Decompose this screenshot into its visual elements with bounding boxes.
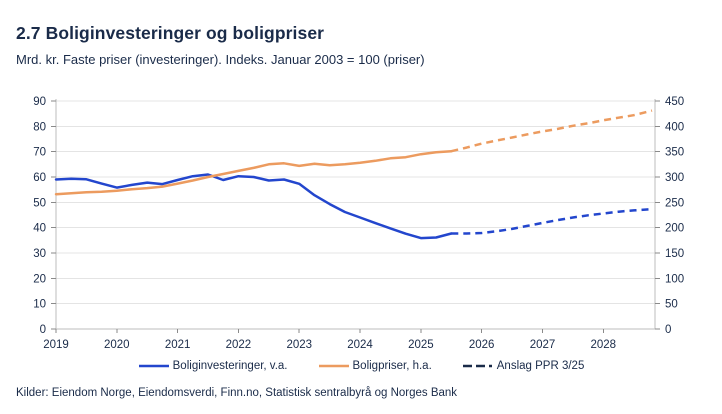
left-axis-tick-label: 10 xyxy=(33,299,46,311)
x-axis-tick-label: 2019 xyxy=(43,339,69,351)
right-axis-tick-label: 350 xyxy=(665,147,684,159)
left-axis-tick-label: 40 xyxy=(33,223,46,235)
left-axis-tick-label: 20 xyxy=(33,273,46,285)
chart-legend: Boliginvesteringer, v.a. Boligpriser, h.… xyxy=(0,357,722,375)
left-axis-tick-label: 70 xyxy=(33,147,46,159)
dashed-line-marker-icon xyxy=(462,364,493,368)
chart-subtitle: Mrd. kr. Faste priser (investeringer). I… xyxy=(16,52,425,67)
legend-item-boligpriser: Boligpriser, h.a. xyxy=(318,360,432,372)
page-title: 2.7 Boliginvesteringer og boligpriser xyxy=(16,23,325,43)
x-axis-tick-label: 2028 xyxy=(591,339,617,351)
right-axis-tick-label: 100 xyxy=(665,273,684,285)
chart-svg: 0 10 20 30 40 50 60 70 80 90 0 50 100 150 200 250 300 350… xyxy=(33,96,684,351)
left-axis-tick-label: 60 xyxy=(33,172,46,184)
x-axis-tick-label: 2023 xyxy=(286,339,312,351)
line-marker-icon xyxy=(318,364,349,368)
left-axis-tick-label: 90 xyxy=(33,96,46,108)
right-axis-tick-label: 50 xyxy=(665,299,678,311)
sources-note: Kilder: Eiendom Norge, Eiendomsverdi, Fi… xyxy=(16,387,458,399)
legend-item-boliginvesteringer: Boliginvesteringer, v.a. xyxy=(138,360,288,372)
right-axis-tick-label: 400 xyxy=(665,121,684,133)
series-line-3-dashed xyxy=(451,109,653,153)
x-axis-tick-label: 2026 xyxy=(469,339,495,351)
legend-label: Boliginvesteringer, v.a. xyxy=(172,360,288,372)
series-line-0-solid xyxy=(54,173,453,240)
right-axis-tick-label: 200 xyxy=(665,223,684,235)
legend-label: Anslag PPR 3/25 xyxy=(496,360,585,372)
x-axis-tick-label: 2022 xyxy=(226,339,252,351)
legend-item-anslag: Anslag PPR 3/25 xyxy=(462,360,585,372)
x-axis-tick-label: 2025 xyxy=(408,339,434,351)
left-axis-tick-label: 30 xyxy=(33,248,46,260)
chart-area: 0 10 20 30 40 50 60 70 80 90 0 50 100 150 200 250 300 350… xyxy=(0,88,722,354)
x-axis-tick-label: 2021 xyxy=(165,339,191,351)
right-axis-tick-label: 250 xyxy=(665,197,684,209)
series-line-2-solid xyxy=(54,149,453,196)
right-axis-tick-label: 0 xyxy=(665,324,671,336)
right-axis-tick-label: 450 xyxy=(665,96,684,108)
left-axis-tick-label: 50 xyxy=(33,197,46,209)
x-axis-tick-label: 2027 xyxy=(530,339,556,351)
line-marker-icon xyxy=(138,364,169,368)
right-axis-tick-label: 150 xyxy=(665,248,684,260)
legend-label: Boligpriser, h.a. xyxy=(352,360,432,372)
x-axis-tick-label: 2020 xyxy=(104,339,130,351)
left-axis-tick-label: 80 xyxy=(33,121,46,133)
x-axis-tick-label: 2024 xyxy=(347,339,373,351)
left-axis-tick-label: 0 xyxy=(40,324,46,336)
series-line-1-dashed xyxy=(451,207,653,235)
right-axis-tick-label: 300 xyxy=(665,172,684,184)
